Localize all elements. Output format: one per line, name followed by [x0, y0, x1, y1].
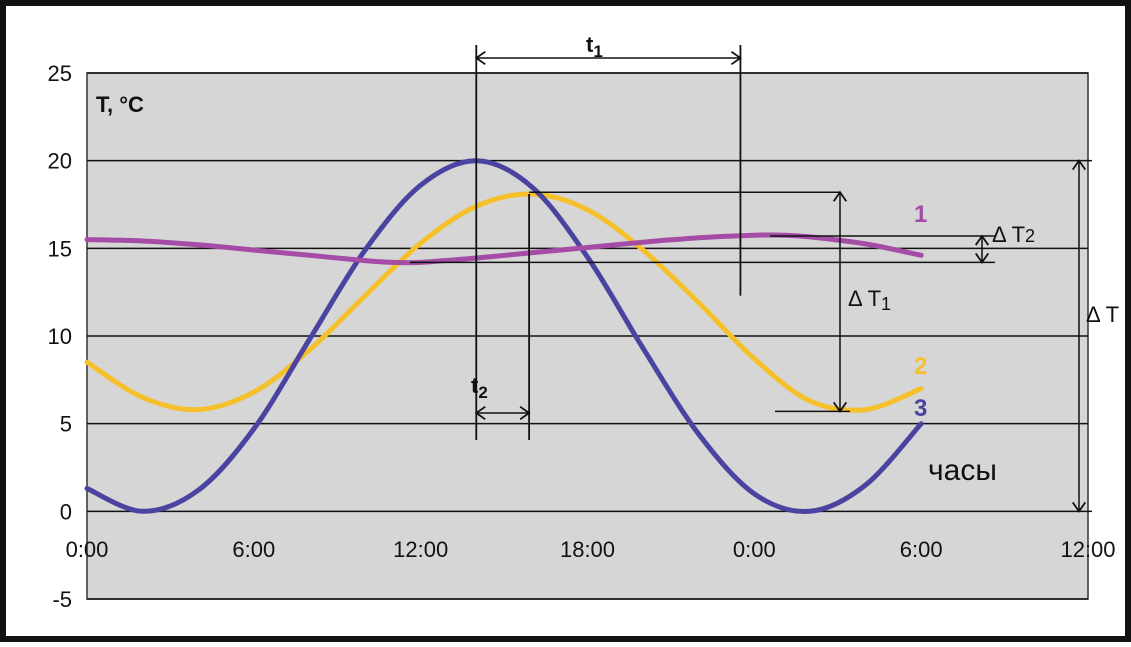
y-tick-label-4: 5 — [60, 412, 72, 437]
series-label-1: 1 — [914, 201, 927, 228]
y-tick-label-6: -5 — [52, 587, 72, 612]
delta-t2-label: Δ T2 — [992, 222, 1035, 247]
series-line-2 — [84, 191, 924, 413]
delta-t-label: Δ T — [1086, 302, 1119, 327]
x-tick-label-1: 6:00 — [232, 537, 275, 562]
dT1-arrow-up — [832, 190, 848, 202]
x-tick-label-3: 18:00 — [560, 537, 615, 562]
t2-arrow-left — [474, 405, 486, 421]
y-axis-label: T, °C — [96, 92, 144, 117]
series-label-3: 3 — [914, 395, 927, 422]
t2-arrow-right — [519, 405, 531, 421]
t1-arrow-left — [474, 50, 486, 66]
dT1-arrow-down — [832, 401, 848, 413]
x-tick-label-5: 6:00 — [900, 537, 943, 562]
dT-arrow-down — [1071, 501, 1087, 513]
delta-t1-label: Δ T1 — [848, 286, 891, 314]
x-tick-label-6: 12:00 — [1060, 537, 1115, 562]
t1-arrow-right — [730, 50, 742, 66]
series-line-3 — [84, 158, 924, 515]
x-tick-label-4: 0:00 — [733, 537, 776, 562]
y-tick-label-3: 10 — [48, 324, 72, 349]
t2-label: t2 — [471, 373, 488, 402]
y-tick-label-1: 20 — [48, 149, 72, 174]
y-tick-label-5: 0 — [60, 499, 72, 524]
x-tick-label-2: 12:00 — [393, 537, 448, 562]
x-tick-label-0: 0:00 — [66, 537, 109, 562]
annotation-layer — [410, 45, 1092, 513]
x-axis-label: часы — [928, 454, 997, 487]
y-tick-label-2: 15 — [48, 236, 72, 261]
series-line-1 — [84, 232, 924, 266]
y-tick-label-0: 25 — [48, 61, 72, 86]
series-layer — [84, 158, 924, 515]
t1-label: t1 — [586, 32, 603, 61]
dT2-arrow-down — [974, 252, 990, 264]
dT2-arrow-up — [974, 234, 990, 246]
series-label-2: 2 — [914, 353, 927, 380]
dT-arrow-up — [1071, 159, 1087, 171]
